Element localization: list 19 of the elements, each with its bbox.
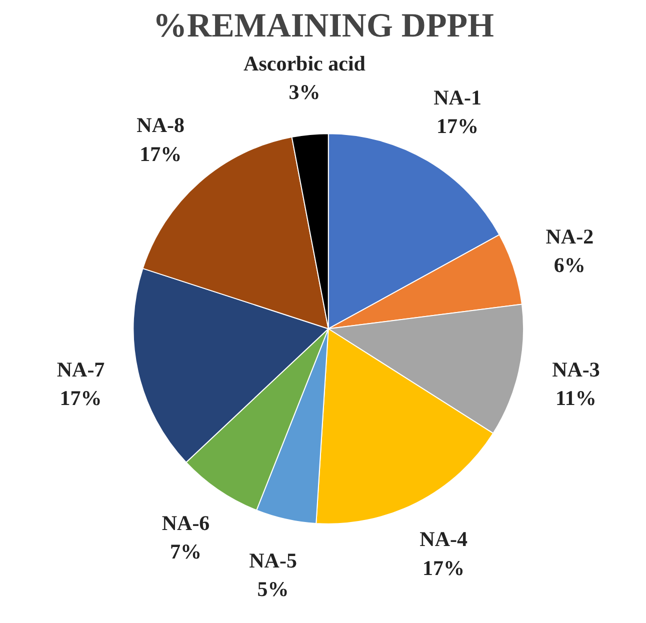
slice-label: NA-7 — [56, 357, 105, 382]
data-label: 17% — [140, 142, 182, 166]
slice-label: NA-3 — [552, 357, 600, 382]
data-label: 17% — [436, 114, 479, 138]
data-label: 6% — [554, 253, 586, 278]
slice-label: NA-8 — [136, 113, 185, 138]
data-label: 17% — [60, 386, 102, 410]
data-label: 7% — [170, 540, 202, 564]
chart-title: %REMAINING DPPH — [153, 8, 494, 44]
data-label: 5% — [257, 577, 289, 602]
slice-label: NA-5 — [249, 548, 297, 572]
data-label: 17% — [422, 556, 465, 580]
slice-label: NA-2 — [546, 224, 594, 248]
data-label: 3% — [288, 80, 320, 104]
slice-label: NA-4 — [420, 526, 468, 551]
slice-label: Ascorbic acid — [244, 51, 366, 76]
slice-label: NA-6 — [162, 510, 210, 535]
slice-label: NA-1 — [434, 85, 482, 110]
data-label: 11% — [556, 386, 596, 410]
